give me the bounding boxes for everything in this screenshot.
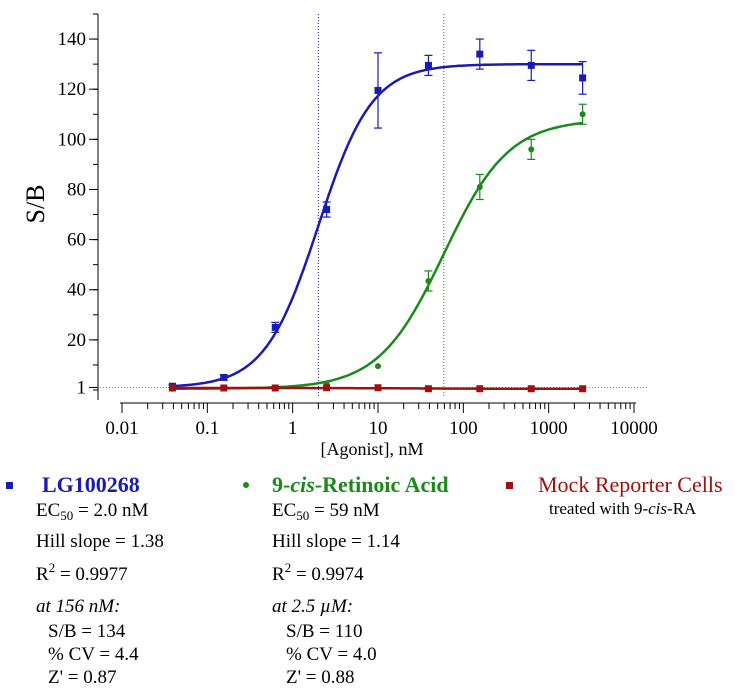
condition-label: at 2.5 µM: <box>272 596 354 617</box>
data-point <box>323 384 331 392</box>
data-point <box>271 323 279 331</box>
legend-title-lg100268: LG100268 <box>42 472 140 497</box>
circle-marker-icon <box>243 482 249 488</box>
y-axis-title: S/B <box>21 184 50 223</box>
y-tick-label: 1 <box>77 377 87 398</box>
y-tick-label: 140 <box>58 29 87 50</box>
axes <box>89 13 636 413</box>
x-tick-label: 10 <box>369 418 388 439</box>
legend-9-cis-retinoic-acid: 9-cis-Retinoic Acid EC50 = 59 nM Hill sl… <box>243 472 449 689</box>
data-point <box>425 277 432 284</box>
data-point <box>528 146 535 153</box>
sb-value: S/B = 110 <box>286 621 363 642</box>
sb-value: S/B = 134 <box>48 621 126 642</box>
r-squared-line: R2 = 0.9974 <box>272 560 364 585</box>
data-point <box>476 183 483 190</box>
fit-curve <box>172 121 583 390</box>
y-tick-label: 60 <box>67 230 86 251</box>
cv-value: % CV = 4.4 <box>48 644 139 665</box>
data-point <box>476 50 484 58</box>
legend-lg100268: LG100268 EC50 = 2.0 nM Hill slope = 1.38… <box>6 472 164 689</box>
hill-slope-line: Hill slope = 1.14 <box>272 531 400 552</box>
data-point <box>375 363 381 370</box>
data-points <box>168 38 587 393</box>
z-prime-value: Z' = 0.88 <box>286 667 355 688</box>
data-point <box>374 86 382 94</box>
data-point <box>323 206 331 214</box>
data-point <box>220 373 228 381</box>
ec50-line: EC50 = 2.0 nM <box>36 500 149 523</box>
legend-title-mock: Mock Reporter Cells <box>538 472 723 497</box>
reference-lines <box>100 14 648 396</box>
square-marker-icon <box>506 482 513 489</box>
data-point <box>374 384 382 392</box>
y-tick-label: 120 <box>58 79 87 100</box>
legend-title-retinoic-acid: 9-cis-Retinoic Acid <box>272 472 449 497</box>
ec50-line: EC50 = 59 nM <box>272 500 380 523</box>
x-tick-label: 1 <box>288 418 298 439</box>
x-tick-label: 0.1 <box>195 418 219 439</box>
data-point <box>527 61 535 69</box>
square-marker-icon <box>6 482 13 489</box>
legend-mock-reporter-cells: Mock Reporter Cells treated with 9-cis-R… <box>506 472 723 520</box>
data-point <box>579 111 586 118</box>
data-point <box>527 385 535 393</box>
data-point <box>424 385 432 393</box>
x-tick-label: 10000 <box>610 418 658 439</box>
z-prime-value: Z' = 0.87 <box>48 667 117 688</box>
x-tick-label: 0.01 <box>105 418 138 439</box>
x-tick-label: 1000 <box>530 418 568 439</box>
x-axis-title: [Agonist], nM <box>321 439 424 459</box>
data-point <box>579 74 587 82</box>
r-squared-line: R2 = 0.9977 <box>36 560 128 585</box>
data-point <box>168 384 176 392</box>
cv-value: % CV = 4.0 <box>286 644 377 665</box>
y-tick-label: 100 <box>58 129 87 150</box>
data-point <box>271 384 279 392</box>
x-tick-label: 100 <box>449 418 478 439</box>
mock-description: treated with 9-cis-RA <box>549 499 697 518</box>
condition-label: at 156 nM: <box>36 596 121 617</box>
data-point <box>424 61 432 69</box>
y-tick-label: 80 <box>67 179 86 200</box>
y-tick-label: 40 <box>67 280 86 301</box>
data-point <box>579 385 587 393</box>
data-point <box>476 385 484 393</box>
y-tick-label: 20 <box>67 330 86 351</box>
data-point <box>220 384 228 392</box>
hill-slope-line: Hill slope = 1.38 <box>36 531 164 552</box>
